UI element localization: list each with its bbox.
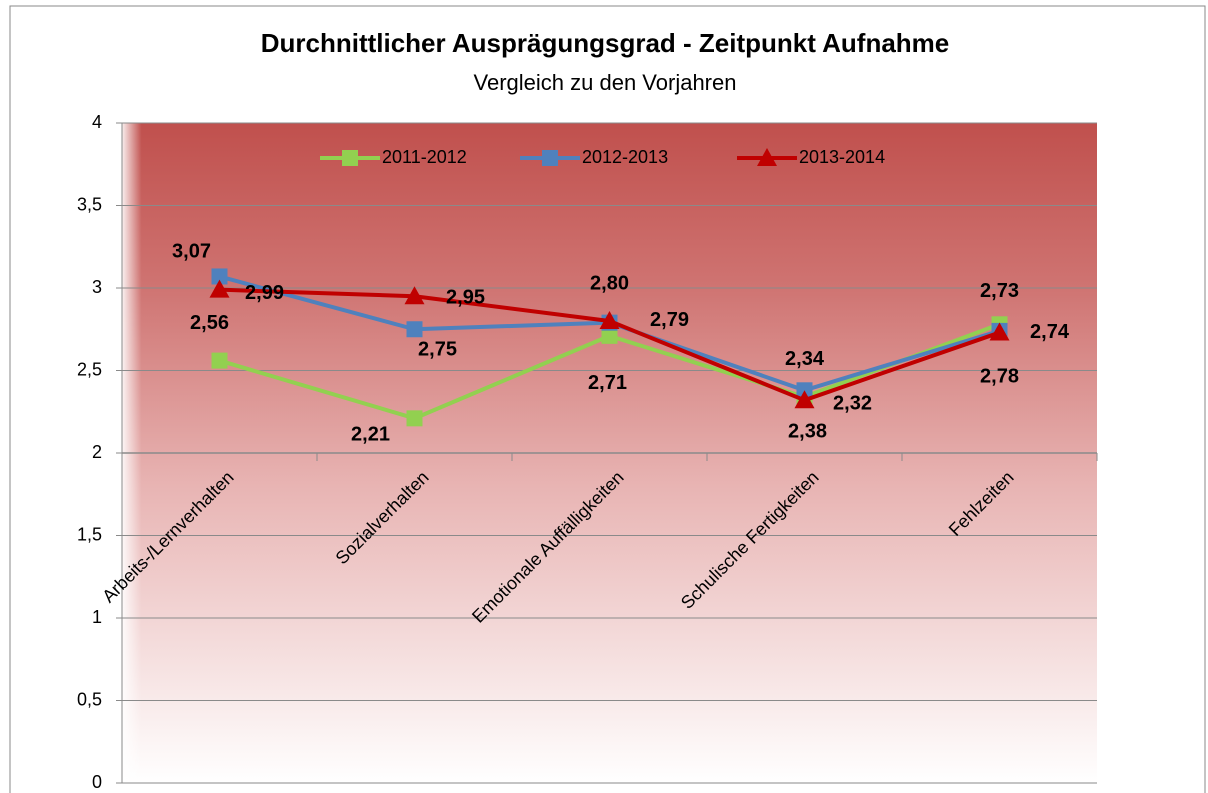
marker <box>211 352 228 369</box>
chart-subtitle: Vergleich zu den Vorjahren <box>474 70 737 95</box>
legend-marker <box>542 150 558 166</box>
y-tick-label: 0 <box>92 772 102 792</box>
data-label: 2,75 <box>418 339 457 361</box>
marker <box>601 327 618 344</box>
marker <box>209 279 230 298</box>
y-tick-label: 3,5 <box>77 194 102 214</box>
marker <box>794 390 815 409</box>
data-label: 2,74 <box>1030 321 1070 343</box>
data-label: 2,99 <box>245 282 284 304</box>
y-tick-label: 2,5 <box>77 359 102 379</box>
legend-marker <box>342 150 358 166</box>
data-label: 2,95 <box>446 287 485 309</box>
marker <box>211 268 228 285</box>
marker <box>404 286 425 305</box>
legend-label: 2011-2012 <box>382 147 467 167</box>
legend-label: 2012-2013 <box>582 147 668 167</box>
data-label: 2,73 <box>980 280 1019 302</box>
data-label: 2,56 <box>190 312 229 334</box>
y-tick-label: 0,5 <box>77 689 102 709</box>
data-label: 2,80 <box>590 272 629 294</box>
marker <box>989 322 1010 341</box>
data-label: 2,32 <box>833 392 872 414</box>
legend-label: 2013-2014 <box>799 147 885 167</box>
data-label: 2,34 <box>785 348 825 370</box>
marker <box>406 321 423 338</box>
y-tick-label: 2 <box>92 442 102 462</box>
data-label: 2,79 <box>650 309 689 331</box>
marker <box>599 311 620 329</box>
chart-title: Durchnittlicher Ausprägungsgrad - Zeitpu… <box>261 28 950 58</box>
y-tick-label: 4 <box>92 112 102 132</box>
data-label: 2,78 <box>980 366 1019 388</box>
data-label: 2,38 <box>788 421 827 443</box>
y-tick-label: 1,5 <box>77 524 102 544</box>
marker <box>406 410 423 427</box>
legend-marker <box>757 148 777 166</box>
data-label: 3,07 <box>172 241 211 263</box>
data-label: 2,71 <box>588 372 627 394</box>
y-tick-label: 3 <box>92 277 102 297</box>
data-label: 2,21 <box>351 424 390 446</box>
y-tick-label: 1 <box>92 607 102 627</box>
